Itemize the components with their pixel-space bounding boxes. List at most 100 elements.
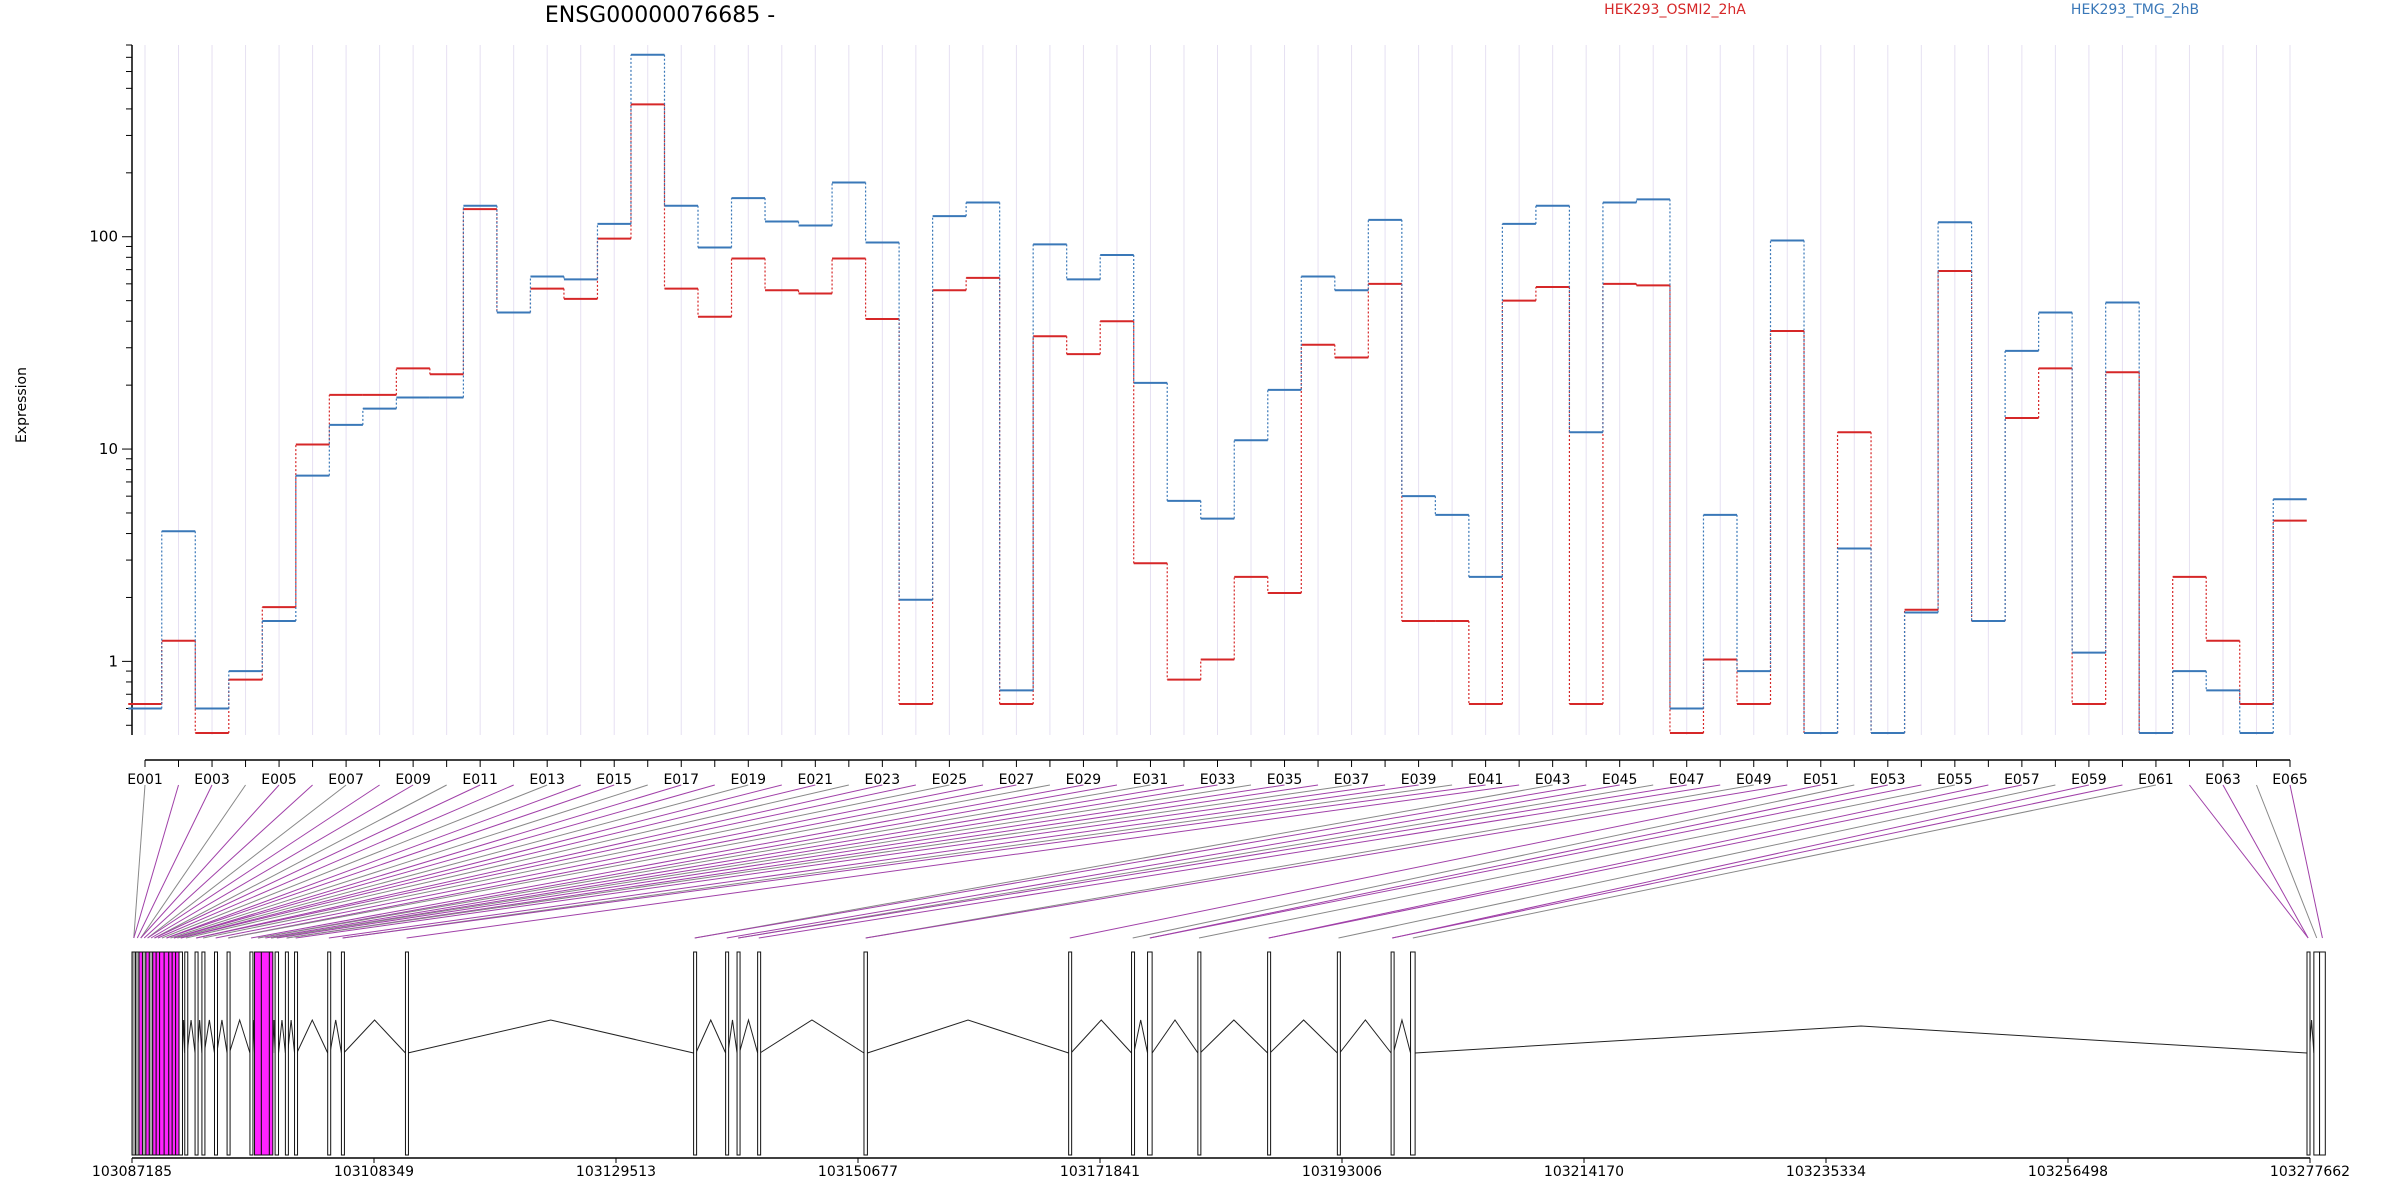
exon-connector [406,784,1520,939]
y-tick-label: 1 [108,652,118,670]
x-tick-label: E055 [1937,772,1973,788]
exon-box [1390,951,1395,1156]
intron-line [738,1018,759,1054]
x-tick-label: E017 [663,772,699,788]
exon-box [2306,951,2311,1156]
x-tick-label: E009 [395,772,431,788]
exon-connector [228,784,1017,939]
x-tick-label: E057 [2004,772,2040,788]
exon-connector [1149,784,1922,939]
exon-box [226,951,231,1156]
legend-series-a: HEK293_OSMI2_2hA [1604,2,1746,18]
genomic-axis: 103087185 103108349 103129513 103150677 1031… [92,1157,2350,1180]
exon-box [138,951,143,1156]
exon-connector [265,784,1185,939]
exon-connector [1392,784,2090,939]
y-axis-label: Expression [14,367,30,443]
intron-line [1339,1019,1392,1054]
genomic-tick-label: 103214170 [1544,1164,1624,1180]
exon-box [863,951,868,1156]
exon-box [2313,951,2321,1156]
exon-connector [2256,784,2318,939]
exon-box [213,951,218,1156]
intron-line [216,1019,228,1054]
intron-line [867,1019,1069,1054]
exon-connector [250,784,1084,939]
intron-line [1392,1018,1412,1054]
exon-connector [185,784,849,939]
genomic-tick-label: 103235334 [1786,1164,1866,1180]
exon-connector [271,784,1218,939]
intron-line [278,1019,286,1054]
exon-connector [228,784,1051,939]
exon-box [152,951,157,1156]
exon-connector [257,784,1118,939]
exon-box [404,951,409,1156]
exon-connector [157,784,514,939]
exon-connector [1268,784,1989,939]
exon-connector [147,784,380,939]
exon-connector [2289,784,2323,939]
exon-box [725,951,730,1156]
exon-connector [1338,784,2056,939]
exon-connector [180,784,782,939]
legend-series-b: HEK293_TMG_2hB [2071,2,2199,18]
exon-connector [758,784,1721,939]
exon-box [131,951,137,1156]
x-tick-label: E011 [462,772,498,788]
exon-connector [1392,784,2123,939]
exon-box [201,951,206,1156]
intron-line [695,1018,727,1054]
exon-box [184,951,189,1156]
x-tick-label: E049 [1736,772,1772,788]
exon-box [178,951,183,1156]
chart-title: ENSG00000076685 - [545,3,775,28]
exon-connector [133,784,179,939]
exon-connector [154,784,481,939]
exon-box [171,951,177,1156]
exon-box [194,951,199,1156]
intron-line [203,1019,215,1054]
exon-connector [1069,784,1821,939]
exon-connector [694,784,1553,939]
exon-connector [271,784,1252,939]
genomic-tick-label: 103129513 [576,1164,656,1180]
exon-connector [196,784,916,939]
exon-box [736,951,741,1156]
exon-connector [161,784,548,939]
x-tick-label: E001 [127,772,163,788]
x-tick-label: E005 [261,772,297,788]
genomic-tick-label: 103277662 [2270,1164,2350,1180]
x-tick-label: E019 [730,772,766,788]
genomic-tick-label: 103150677 [818,1164,898,1180]
intron-line [1133,1019,1149,1054]
exon-box [163,951,170,1156]
intron-line [727,1019,738,1054]
x-tick-label: E029 [1066,772,1102,788]
x-tick-label: E047 [1669,772,1705,788]
exon-box [693,951,698,1156]
exon-connector [738,784,1654,939]
exon-box [1068,951,1073,1156]
exon-box [284,951,289,1156]
y-axis: 1 10 100 [89,44,133,735]
exon-connector [865,784,1788,939]
exon-box [135,951,140,1156]
x-tick-label: E043 [1535,772,1571,788]
genomic-tick-label: 103171841 [1060,1164,1140,1180]
gene-model [131,951,2326,1156]
x-tick-label: E033 [1200,772,1236,788]
intron-line [343,1019,406,1054]
x-tick-label: E025 [932,772,968,788]
exon-connector [286,784,1319,939]
x-tick-label: E027 [999,772,1035,788]
exon-box [340,951,345,1156]
exon-connector [133,784,146,939]
exon-connector [140,784,280,939]
exon-box [260,951,270,1156]
exon-box [175,951,180,1156]
x-tick-label: E039 [1401,772,1437,788]
genomic-tick-label: 103193006 [1302,1164,1382,1180]
x-tick-label: E031 [1133,772,1169,788]
